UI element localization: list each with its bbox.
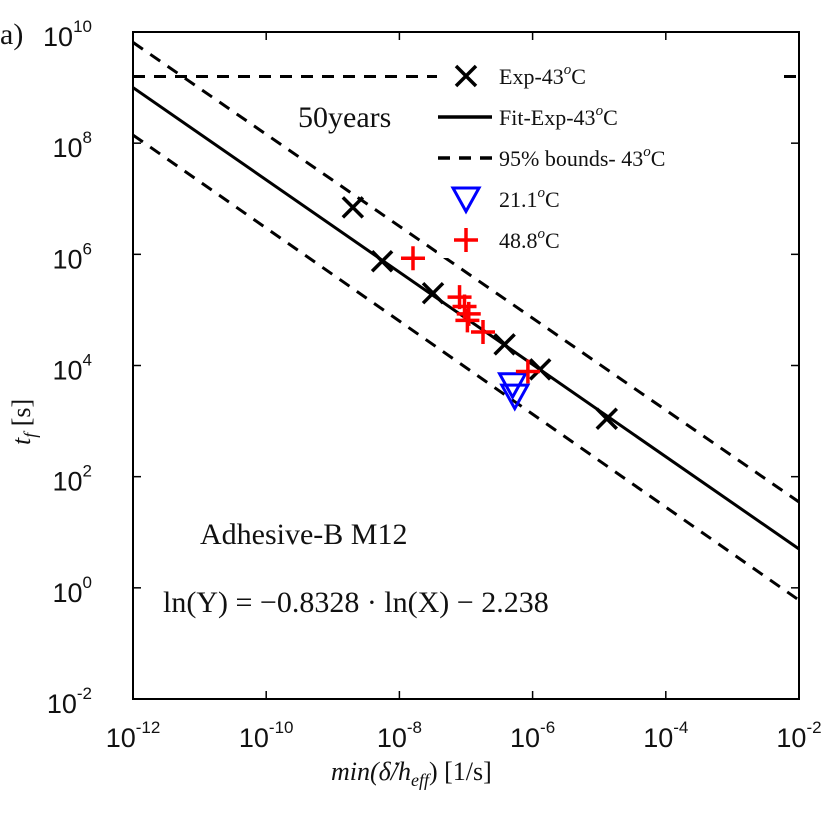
legend-item-bounds: 95% bounds- 43oC [438,144,665,171]
y-axis-label: tf [s] [7,399,40,445]
x-axis-label-sub: eff [411,770,432,790]
x-axis-label: min(δ̇/heff) [1/s] [331,757,492,790]
y-axis-label-post: [s] [7,399,36,433]
years-annotation: 50years [288,95,434,134]
legend-item-t48: 48.8oC [454,226,560,253]
y-tick-label: 10-2 [47,684,92,719]
marker-x-4 [493,333,516,356]
legend-label-t21: 21.1oC [499,185,560,212]
x-tick-label: 10-12 [106,718,161,753]
x-tick-label: 10-6 [510,718,555,753]
data-markers [341,196,619,431]
legend: Exp-43oC Fit-Exp-43oC 95% bounds- 43oC 21.1… [437,58,777,258]
marker-triangle-down-2 [499,383,531,412]
marker-x-1 [341,196,365,219]
legend-label-t48: 48.8oC [499,226,560,253]
legend-item-t21: 21.1oC [450,185,560,215]
legend-label-fit: Fit-Exp-43oC [499,103,618,130]
marker-x-5 [528,358,552,381]
marker-plus-7 [515,359,540,384]
line-95-bounds-43-c-upper- [133,41,799,504]
marker-x-3 [421,281,445,305]
marker-x-2 [370,250,394,273]
marker-plus-5 [455,308,480,333]
x-tick-label: 10-8 [377,718,422,753]
legend-symbol-exp [454,64,478,88]
y-tick-label: 102 [52,462,92,497]
x-axis-label-post: ) [1/s] [429,757,492,786]
axis-ticks: 10-12 10-10 10-8 10-6 10-4 10-2 10-2 100 102 104 1… [43,17,822,753]
years-label: 50years [298,101,391,134]
x-tick-label: 10-4 [643,718,688,753]
y-tick-label: 108 [52,128,92,163]
x-tick-label: 10-10 [239,718,294,753]
marker-plus-6 [471,320,496,345]
panel-label: a) [0,18,23,51]
legend-item-exp: Exp-43oC [454,62,586,89]
legend-symbol-t21 [450,186,482,215]
marker-plus-1 [400,246,425,271]
fit-equation: ln(Y) = −0.8328 · ln(X) − 2.238 [163,586,549,619]
y-tick-label: 1010 [43,17,92,52]
marker-x-6 [595,407,619,431]
x-tick-label: 10-2 [776,718,821,753]
legend-item-fit: Fit-Exp-43oC [438,103,618,130]
y-tick-label: 106 [52,239,92,274]
y-tick-label: 100 [52,573,92,608]
legend-label-exp: Exp-43oC [499,62,586,89]
legend-label-bounds: 95% bounds- 43oC [499,144,665,171]
y-axis-label-main: t [7,437,36,445]
y-axis-label-sub: f [20,430,40,438]
x-axis-label-pre: min( [331,757,380,786]
material-label: Adhesive-B M12 [200,518,407,551]
x-axis-label-main: δ̇/h [379,757,411,786]
y-tick-label: 104 [52,351,92,386]
line-95-bounds-43-c-lower- [133,133,799,602]
legend-symbol-t48 [454,228,478,252]
